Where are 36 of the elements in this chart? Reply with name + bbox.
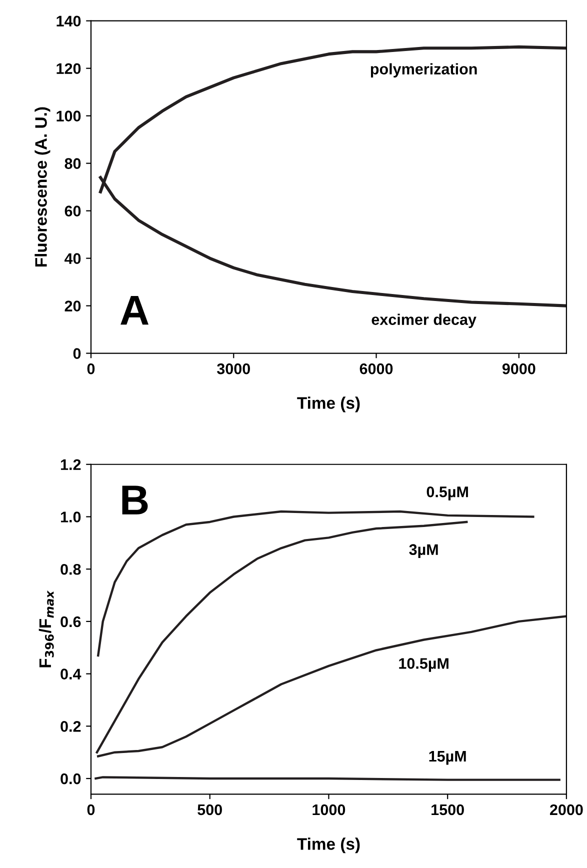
series-label: excimer decay (372, 314, 476, 328)
series-label: 15µM (429, 751, 466, 765)
y-tick-label: 20 (64, 300, 81, 312)
series-label: polymerization (370, 63, 477, 78)
y-tick-label: 0.0 (60, 773, 81, 784)
y-tick-label: 0.6 (60, 616, 81, 628)
y-axis-title: F$_{396}$/F$_{max}$ (38, 590, 54, 668)
series-label: 0.5µM (426, 486, 468, 500)
y-tick-label: 1.2 (60, 459, 81, 470)
y-tick-label: 120 (56, 63, 81, 74)
x-tick-label: 6000 (360, 363, 393, 374)
y-tick-label: 80 (64, 158, 81, 169)
x-tick-label: 500 (198, 804, 222, 816)
y-tick-label: 0.8 (60, 564, 81, 575)
x-tick-label: 3000 (216, 363, 250, 374)
x-axis-title: Time (s) (297, 396, 360, 412)
x-axis-title: Time (s) (297, 838, 360, 854)
x-tick-label: 0 (87, 804, 95, 816)
y-tick-label: 100 (56, 110, 81, 122)
series-label: 10.5µM (399, 658, 448, 672)
y-axis-title: Fluorescence (A. U.) (34, 107, 50, 267)
y-tick-label: 60 (64, 206, 81, 216)
x-tick-label: 1500 (432, 804, 464, 816)
x-tick-label: 2000 (550, 804, 583, 816)
y-tick-label: 0 (73, 348, 81, 359)
y-tick-label: 40 (64, 253, 81, 264)
y-tick-label: 0.2 (60, 721, 81, 732)
annotation: A (120, 296, 149, 325)
x-tick-label: 0 (87, 363, 95, 374)
annotation: B (122, 486, 148, 514)
y-tick-label: 140 (56, 16, 81, 27)
series-label: 3µM (409, 544, 438, 558)
y-tick-label: 1.0 (60, 512, 81, 522)
x-tick-label: 9000 (502, 363, 536, 374)
x-tick-label: 1000 (312, 804, 346, 816)
y-tick-label: 0.4 (60, 668, 82, 680)
